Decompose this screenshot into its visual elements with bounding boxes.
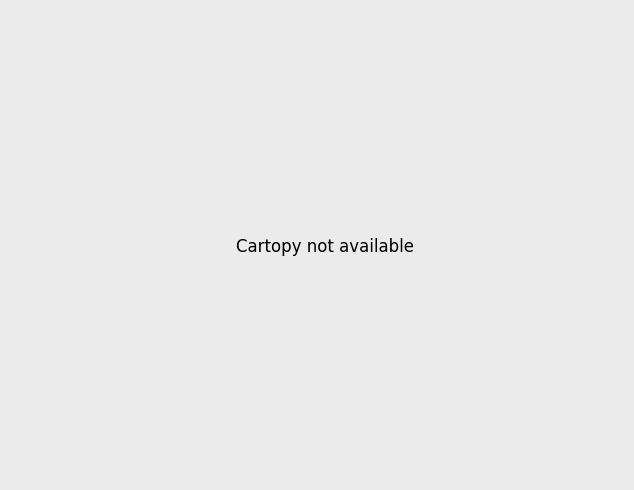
- Text: Cartopy not available: Cartopy not available: [236, 239, 414, 256]
